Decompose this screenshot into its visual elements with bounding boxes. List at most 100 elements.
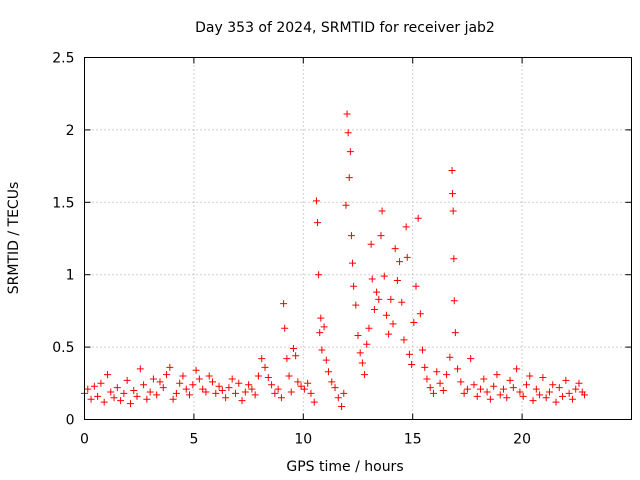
data-point — [365, 324, 373, 332]
data-point — [218, 387, 226, 395]
data-point — [172, 389, 180, 397]
data-point — [120, 389, 128, 397]
data-point — [545, 388, 553, 396]
data-point — [480, 375, 488, 383]
data-point — [328, 378, 336, 386]
data-point — [225, 384, 233, 392]
data-point — [400, 336, 408, 344]
data-point — [322, 356, 330, 364]
data-point — [166, 363, 174, 371]
data-point — [522, 381, 530, 389]
data-point — [186, 391, 194, 399]
data-point — [490, 382, 498, 390]
x-tick-label: 0 — [80, 432, 89, 448]
grid-layer — [84, 57, 632, 420]
data-point — [449, 207, 457, 215]
data-point — [316, 329, 324, 337]
data-point — [283, 355, 291, 363]
data-point — [414, 214, 422, 222]
data-point — [312, 197, 320, 205]
data-point — [451, 329, 459, 337]
data-point — [368, 275, 376, 283]
data-point — [375, 295, 383, 303]
data-point — [315, 271, 323, 279]
data-point — [287, 388, 295, 396]
data-point — [389, 320, 397, 328]
data-point — [373, 288, 381, 296]
y-axis-label: SRMTID / TECUs — [6, 182, 22, 295]
data-point — [516, 388, 524, 396]
data-point — [235, 379, 243, 387]
data-point — [345, 174, 353, 182]
chart-title: Day 353 of 2024, SRMTID for receiver jab… — [195, 20, 495, 36]
data-point — [297, 382, 305, 390]
data-point — [509, 384, 517, 392]
plot-frame — [84, 57, 632, 420]
data-point — [416, 310, 424, 318]
data-point — [426, 384, 434, 392]
data-point — [146, 388, 154, 396]
data-point — [90, 382, 98, 390]
data-point — [192, 366, 200, 374]
y-tick-label: 1.5 — [52, 195, 74, 211]
data-point — [126, 400, 134, 408]
data-point — [519, 392, 527, 400]
data-point — [410, 318, 418, 326]
data-point — [149, 375, 157, 383]
data-point — [241, 388, 249, 396]
data-point — [117, 397, 125, 405]
y-tick-label: 2 — [66, 123, 75, 139]
data-point — [294, 378, 302, 386]
data-point — [103, 371, 111, 379]
data-point — [559, 392, 567, 400]
data-point — [318, 346, 326, 354]
data-point — [346, 148, 354, 156]
data-point — [343, 110, 351, 118]
data-point — [423, 375, 431, 383]
data-point — [450, 255, 458, 263]
data-point — [354, 332, 362, 340]
data-point — [205, 372, 213, 380]
data-point — [433, 368, 441, 376]
data-point — [378, 207, 386, 215]
data-point — [215, 382, 223, 390]
data-point — [248, 385, 256, 393]
data-point — [450, 297, 458, 305]
data-point — [97, 379, 105, 387]
data-point — [493, 371, 501, 379]
data-point — [446, 353, 454, 361]
data-point — [352, 301, 360, 309]
data-point — [251, 391, 259, 399]
data-point — [405, 350, 413, 358]
data-point — [542, 394, 550, 402]
x-tick-label: 15 — [404, 432, 422, 448]
y-tick-label: 1 — [66, 268, 75, 284]
data-point — [500, 385, 508, 393]
data-point — [317, 314, 325, 322]
data-point — [408, 360, 416, 368]
data-point — [555, 384, 563, 392]
data-point — [486, 395, 494, 403]
data-point — [454, 365, 462, 373]
data-point — [307, 389, 315, 397]
data-point — [202, 388, 210, 396]
data-point — [549, 381, 557, 389]
data-point — [436, 379, 444, 387]
data-point — [199, 385, 207, 393]
data-point — [238, 397, 246, 405]
x-tick-label: 10 — [294, 432, 312, 448]
data-marks-layer — [81, 110, 588, 410]
data-point — [195, 375, 203, 383]
data-point — [506, 376, 514, 384]
data-point — [163, 371, 171, 379]
data-point — [412, 282, 420, 290]
data-point — [130, 387, 138, 395]
data-point — [344, 129, 352, 137]
data-point — [208, 378, 216, 386]
data-point — [393, 276, 401, 284]
data-point — [532, 385, 540, 393]
data-point — [254, 372, 262, 380]
x-tick-label: 5 — [189, 432, 198, 448]
data-point — [281, 324, 289, 332]
